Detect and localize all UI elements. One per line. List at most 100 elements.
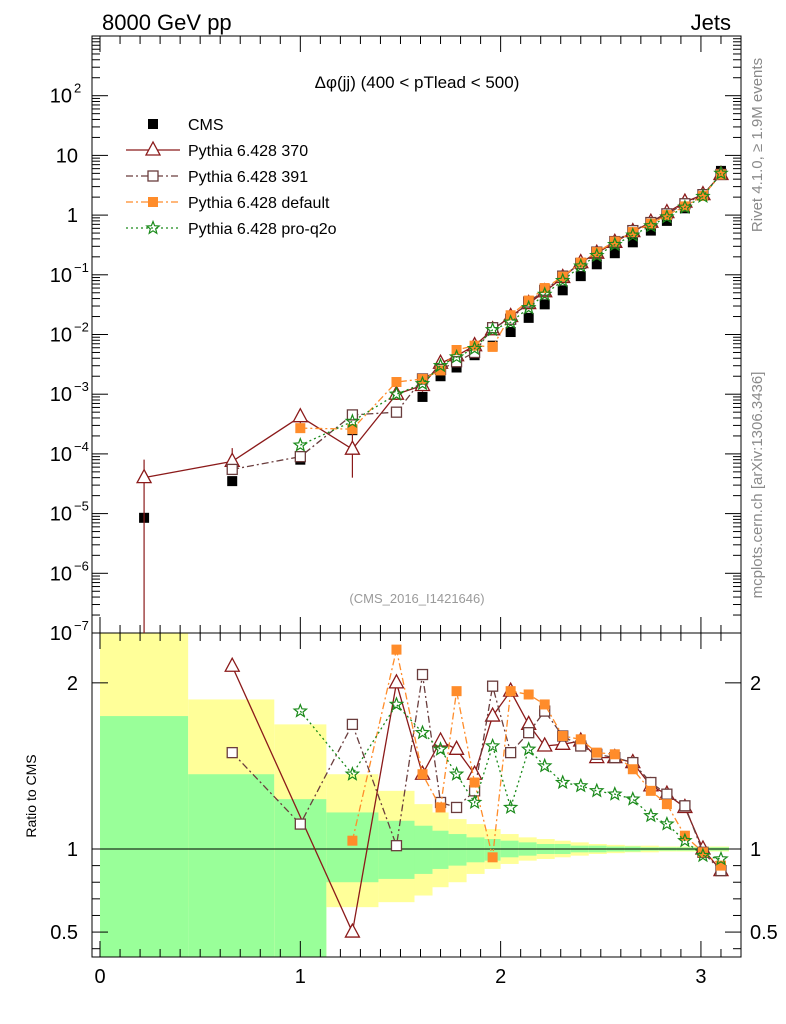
rivet-version-label: Rivet 4.1.0, ≥ 1.9M events: [749, 58, 766, 232]
series-4-main-point: [466, 340, 483, 356]
series-4-ratio-point: [414, 724, 431, 740]
series-3-ratio-point: [627, 764, 638, 775]
series-0-main-point: [539, 299, 550, 310]
y-tick-label-main: 10: [50, 86, 72, 108]
series-0-main-point: [505, 327, 516, 338]
series-3-ratio-point: [591, 747, 602, 758]
x-tick-label: 2: [495, 966, 506, 988]
series-3-ratio-point: [435, 802, 446, 813]
series-3-ratio-point: [609, 749, 620, 760]
series-4-ratio-point: [643, 807, 659, 823]
series-2-main-line: [232, 173, 722, 471]
series-4-main-point: [573, 257, 589, 273]
series-4-ratio-point: [573, 777, 589, 793]
series-4-main-point: [484, 321, 501, 337]
series-4-ratio-point: [607, 786, 623, 801]
series-4-ratio-point: [502, 799, 519, 815]
series-2-ratio-point: [416, 668, 429, 681]
series-3-ratio-point: [539, 699, 550, 710]
chart-title: Δφ(jj) (400 < pTlead < 500): [315, 73, 520, 92]
y-tick-label-ratio-right: 1: [750, 839, 761, 861]
series-4-main-point: [344, 413, 361, 429]
series-4-main-point: [589, 247, 605, 263]
series-0-main-point: [627, 237, 638, 248]
series-3-main-point: [469, 340, 480, 351]
x-tick-label: 3: [695, 966, 706, 988]
series-2-ratio-point: [294, 818, 306, 830]
series-2-ratio-point: [523, 727, 535, 739]
series-4-main-point: [414, 375, 431, 391]
series-1-ratio-point: [536, 736, 553, 752]
series-4-main-point: [713, 165, 729, 180]
y-tick-label-main: 10: [56, 145, 78, 167]
legend-label-0: CMS: [188, 117, 224, 134]
y-tick-exponent: 2: [74, 81, 81, 96]
series-3-main-point: [557, 271, 568, 282]
series-3-ratio-point: [505, 686, 516, 697]
series-3-ratio-point: [391, 644, 402, 655]
series-4-ratio-point: [659, 815, 675, 831]
legend-marker-0: [148, 119, 158, 129]
series-0-main-point: [575, 271, 586, 282]
y-tick-label-ratio-left: 0.5: [50, 922, 78, 944]
legend-marker-2: [147, 170, 159, 182]
series-3-main-point: [295, 423, 306, 434]
series-4-main-point: [502, 314, 519, 329]
y-tick-label-main: 10: [50, 563, 72, 585]
y-tick-exponent: −1: [74, 260, 89, 275]
series-4-main-point: [643, 217, 659, 233]
series-4-main-point: [292, 437, 309, 452]
series-3-main-point: [661, 210, 672, 221]
energy-label: 8000 GeV pp: [102, 10, 232, 35]
ratio-plot-axes: 0 1 2 3 2 2 1 1 0.5 0.5: [50, 632, 778, 988]
series-0-main-point: [609, 248, 620, 259]
series-0-main-point: [645, 225, 656, 236]
series-3-main-point: [715, 169, 726, 180]
y-tick-exponent: −5: [74, 499, 89, 514]
series-2-ratio-point: [504, 746, 517, 759]
series-3-ratio-point: [697, 847, 708, 858]
y-tick-label-main: 10: [50, 265, 72, 287]
legend-marker-3: [148, 197, 158, 207]
analysis-watermark: (CMS_2016_I1421646): [349, 591, 484, 606]
y-tick-exponent: −6: [74, 558, 89, 573]
series-3-main-line: [300, 174, 722, 430]
series-3-main-point: [645, 218, 656, 229]
y-tick-exponent: −7: [74, 618, 89, 633]
series-3-main-point: [347, 424, 358, 435]
legend-marker-4: [145, 219, 161, 235]
legend: CMS Pythia 6.428 370 Pythia 6.428 391 Pythi…: [126, 117, 337, 238]
series-3-ratio-point: [487, 852, 498, 863]
y-tick-label-main: 10: [50, 325, 72, 347]
y-tick-label-main: 10: [50, 623, 72, 645]
series-1-main-point: [292, 407, 309, 423]
series-1-ratio-point: [432, 731, 449, 747]
series-3-ratio-point: [451, 686, 462, 697]
process-label: Jets: [691, 10, 731, 35]
series-4-main-point: [448, 348, 465, 364]
series-4-main-point: [520, 299, 537, 315]
band-green-8: [466, 837, 485, 863]
series-3-ratio-point: [347, 835, 358, 846]
main-plot-series: [135, 165, 730, 633]
series-2-main-point: [294, 450, 306, 463]
y-tick-exponent: −2: [74, 320, 89, 335]
series-4-main-point: [388, 386, 405, 401]
series-4-ratio-point: [484, 737, 501, 753]
y-tick-exponent: −4: [74, 439, 89, 454]
band-green-5: [414, 825, 433, 874]
series-4-main-point: [659, 208, 675, 224]
series-4-ratio-line: [299, 703, 722, 860]
series-3-main-point: [627, 227, 638, 238]
series-1-main-point: [344, 439, 361, 455]
series-2-ratio-point: [346, 718, 359, 731]
legend-label-3: Pythia 6.428 default: [188, 195, 330, 212]
series-4-main-point: [536, 286, 553, 301]
series-3-main-point: [679, 201, 690, 212]
series-4-main-point: [432, 357, 449, 373]
legend-label-4: Pythia 6.428 pro-q2o: [188, 221, 337, 238]
series-1-main-point: [135, 468, 153, 484]
series-4-ratio-point: [677, 832, 693, 848]
series-2-ratio-point: [679, 800, 691, 812]
